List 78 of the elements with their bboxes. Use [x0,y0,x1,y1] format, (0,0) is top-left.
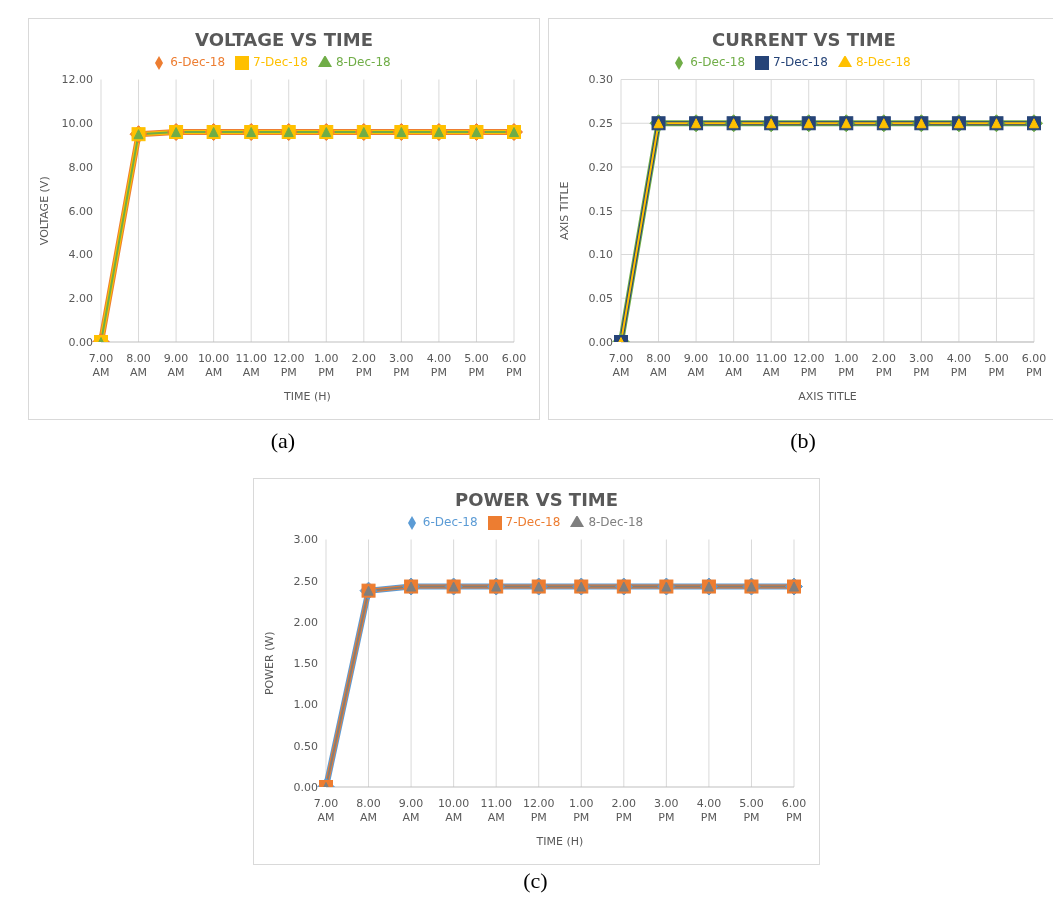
x-tick-label: 2.00 PM [611,797,637,824]
y-tick-label: 0.15 [588,204,613,218]
x-tick-label: 10.00 AM [437,797,470,824]
x-tick-label: 6.00 PM [781,797,807,824]
y-tick-label: 0.00 [293,780,318,794]
x-tick-label: 7.00 AM [313,797,339,824]
x-tick-label: 10.00 AM [197,352,230,379]
y-tick-label: 1.50 [293,657,318,671]
chart-title: POWER VS TIME [453,489,620,510]
x-tick-label: 2.00 PM [351,352,377,379]
y-tick-label: 8.00 [68,160,93,174]
x-tick-label: 5.00 PM [739,797,764,824]
text: (b) [789,428,817,454]
x-tick-label: 4.00 PM [946,352,972,379]
x-tick-label: 9.00 AM [398,797,424,824]
x-tick-label: 11.00 AM [235,352,267,379]
x-tick-label: 6.00 PM [1021,352,1047,379]
x-tick-label: 12.00 PM [522,797,555,824]
x-tick-label: 10.00 AM [717,352,750,379]
x-axis-title: TIME (H) [283,390,331,403]
y-tick-label: 10.00 [61,117,93,131]
x-tick-label: 4.00 PM [696,797,722,824]
legend-label: 6-Dec-18 [690,55,746,69]
x-tick-label: 4.00 PM [426,352,452,379]
x-tick-label: 7.00 AM [88,352,114,379]
x-tick-label: 11.00 AM [480,797,512,824]
y-tick-label: 1.00 [293,698,318,712]
y-tick-label: 0.25 [588,117,613,131]
x-tick-label: 8.00 AM [646,352,671,379]
y-tick-label: 0.05 [588,292,613,306]
chart-title: VOLTAGE VS TIME [194,29,374,50]
x-tick-label: 3.00 PM [909,352,934,379]
y-tick-label: 12.00 [61,73,93,87]
y-axis-title: AXIS TITLE [557,181,571,241]
x-tick-label: 5.00 PM [464,352,489,379]
x-tick-label: 1.00 PM [569,797,594,824]
x-tick-label: 12.00 PM [792,352,825,379]
legend-label: 8-Dec-18 [335,55,391,69]
x-tick-label: 3.00 PM [389,352,414,379]
x-tick-label: 6.00 PM [501,352,527,379]
x-tick-label: 9.00 AM [163,352,189,379]
y-tick-label: 2.00 [293,615,318,629]
text: (c) [522,868,549,894]
x-tick-label: 1.00 PM [314,352,339,379]
y-tick-label: 6.00 [68,204,93,218]
y-tick-label: 4.00 [68,248,93,262]
x-tick-label: 9.00 AM [683,352,709,379]
y-tick-label: 0.00 [588,335,613,349]
y-tick-label: 3.00 [293,533,318,547]
y-tick-label: 2.50 [293,574,318,588]
legend-label: 6-Dec-18 [170,55,226,69]
x-tick-label: 7.00 AM [608,352,634,379]
x-tick-label: 3.00 PM [654,797,679,824]
x-axis-title: TIME (H) [535,835,584,848]
y-tick-label: 0.20 [588,160,613,174]
x-axis-title: AXIS TITLE [798,390,857,403]
x-tick-label: 8.00 AM [356,797,381,824]
y-tick-label: 2.00 [68,292,93,306]
x-tick-label: 11.00 AM [755,352,787,379]
x-tick-label: 12.00 PM [272,352,305,379]
text: (a) [269,428,297,454]
legend-label: 7-Dec-18 [505,515,561,529]
x-tick-label: 5.00 PM [984,352,1009,379]
legend-label: 6-Dec-18 [422,515,478,529]
y-axis-title: POWER (W) [262,631,276,696]
legend-label: 7-Dec-18 [773,55,828,69]
x-tick-label: 1.00 PM [834,352,859,379]
x-tick-label: 2.00 PM [871,352,897,379]
chart-title: CURRENT VS TIME [711,29,897,50]
legend-label: 8-Dec-18 [588,515,644,529]
y-tick-label: 0.50 [293,739,318,753]
legend-label: 8-Dec-18 [855,55,911,69]
legend-label: 7-Dec-18 [253,55,308,69]
y-tick-label: 0.10 [588,248,613,262]
y-tick-label: 0.30 [588,73,613,87]
y-tick-label: 0.00 [68,335,93,349]
x-tick-label: 8.00 AM [126,352,151,379]
y-axis-title: VOLTAGE (V) [37,176,51,246]
